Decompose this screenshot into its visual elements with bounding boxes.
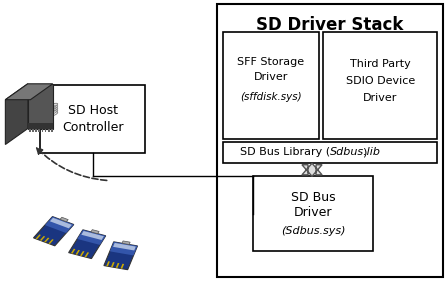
- Polygon shape: [91, 230, 99, 234]
- Polygon shape: [302, 163, 322, 176]
- Bar: [51, 129, 53, 132]
- Text: (Sdbus.sys): (Sdbus.sys): [281, 226, 345, 236]
- Polygon shape: [84, 252, 89, 257]
- Polygon shape: [106, 261, 110, 266]
- Text: ): ): [362, 147, 367, 158]
- Bar: [42, 129, 43, 132]
- Bar: [217, 4, 443, 277]
- Polygon shape: [60, 217, 68, 222]
- Polygon shape: [76, 250, 80, 255]
- Polygon shape: [50, 218, 72, 228]
- Polygon shape: [80, 251, 84, 256]
- Text: Controller: Controller: [62, 121, 123, 134]
- Polygon shape: [111, 262, 114, 267]
- Text: SDIO Device: SDIO Device: [346, 76, 415, 86]
- Bar: [253, 176, 373, 251]
- Bar: [29, 129, 31, 132]
- Polygon shape: [69, 230, 105, 259]
- Polygon shape: [36, 234, 41, 239]
- Polygon shape: [71, 249, 76, 254]
- Bar: [32, 129, 34, 132]
- Text: SFF Storage: SFF Storage: [237, 57, 304, 67]
- Text: Driver: Driver: [363, 93, 397, 103]
- Text: SD Bus Library (: SD Bus Library (: [240, 147, 330, 158]
- Bar: [38, 129, 40, 132]
- Polygon shape: [113, 243, 136, 251]
- Polygon shape: [45, 216, 74, 233]
- Text: SD Host: SD Host: [68, 104, 118, 117]
- Polygon shape: [48, 239, 54, 244]
- Polygon shape: [5, 84, 53, 100]
- Polygon shape: [122, 241, 130, 244]
- Polygon shape: [81, 231, 104, 240]
- Polygon shape: [34, 216, 74, 246]
- Polygon shape: [104, 242, 138, 270]
- Polygon shape: [77, 230, 105, 245]
- Bar: [323, 32, 437, 139]
- Bar: [40, 85, 145, 153]
- Polygon shape: [5, 84, 28, 144]
- Bar: [223, 142, 437, 163]
- Polygon shape: [28, 84, 53, 129]
- Polygon shape: [28, 123, 53, 129]
- Bar: [35, 129, 37, 132]
- Polygon shape: [110, 242, 138, 255]
- Bar: [48, 129, 50, 132]
- Text: Third Party: Third Party: [350, 59, 410, 68]
- Bar: [223, 32, 319, 139]
- Text: Driver: Driver: [294, 206, 332, 219]
- Polygon shape: [121, 264, 124, 269]
- Polygon shape: [44, 238, 50, 242]
- Text: (sffdisk.sys): (sffdisk.sys): [240, 92, 301, 102]
- Bar: [45, 129, 46, 132]
- Polygon shape: [40, 236, 45, 241]
- Text: SD Driver Stack: SD Driver Stack: [256, 16, 403, 34]
- Text: SD Bus: SD Bus: [291, 192, 335, 204]
- Text: Driver: Driver: [253, 72, 288, 81]
- Polygon shape: [116, 263, 119, 268]
- Text: Sdbus.lib: Sdbus.lib: [330, 147, 381, 158]
